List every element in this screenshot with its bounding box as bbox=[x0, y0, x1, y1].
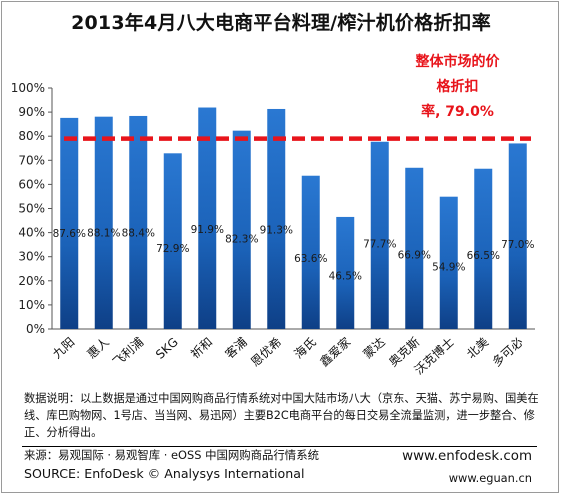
bars-group bbox=[60, 107, 527, 330]
y-tick-label: 50% bbox=[18, 202, 45, 216]
y-tick-label: 30% bbox=[18, 250, 45, 264]
bar-8 bbox=[301, 175, 320, 329]
bar-11 bbox=[405, 167, 424, 329]
bar-4 bbox=[163, 153, 182, 329]
y-tick-label: 90% bbox=[18, 105, 45, 119]
data-label-6: 82.3% bbox=[225, 234, 258, 246]
x-tick-label-10: 蒙达 bbox=[361, 335, 388, 361]
data-label-5: 91.9% bbox=[191, 224, 224, 236]
data-label-11: 66.9% bbox=[398, 249, 431, 261]
bar-5 bbox=[198, 107, 217, 329]
y-tick-label: 80% bbox=[18, 129, 45, 143]
annotation-line-2: 格折扣 bbox=[436, 79, 479, 95]
bar-6 bbox=[232, 130, 251, 329]
bar-7 bbox=[267, 108, 286, 329]
x-tick-label-1: 九阳 bbox=[50, 335, 77, 361]
data-note: 数据说明：以上数据是通过中国网购商品行情系统对中国大陆市场八大（京东、天猫、苏宁… bbox=[24, 392, 539, 439]
x-tick-label-2: 惠人 bbox=[85, 335, 112, 361]
bar-3 bbox=[129, 115, 148, 330]
x-tick-label-7: 恩优希 bbox=[247, 334, 284, 369]
x-tick-label-4: SKG bbox=[153, 335, 181, 362]
eguan-url[interactable]: www.eguan.cn bbox=[448, 471, 532, 485]
data-label-8: 63.6% bbox=[294, 253, 327, 265]
divider bbox=[22, 446, 537, 447]
bar-14 bbox=[508, 143, 527, 329]
y-tick-label: 70% bbox=[18, 153, 45, 167]
y-tick-label: 100% bbox=[11, 81, 45, 95]
source-en: SOURCE: EnfoDesk © Analysys Internationa… bbox=[24, 466, 305, 481]
axes-group: 0% 10% 20% 30% 40% 50% 60% 70% 80% 90% 100% bbox=[11, 81, 535, 336]
x-tick-label-8: 海氏 bbox=[291, 334, 319, 361]
bar-1 bbox=[60, 117, 79, 329]
data-label-3: 88.4% bbox=[122, 227, 155, 239]
chart-title: 2013年4月八大电商平台料理/榨汁机价格折扣率 bbox=[71, 12, 491, 34]
source-cn: 来源：易观国际 · 易观智库 · eOSS 中国网购商品行情系统 bbox=[24, 448, 319, 462]
data-label-1: 87.6% bbox=[53, 228, 86, 240]
y-tick-label: 40% bbox=[18, 226, 45, 240]
reference-annotation: 整体市场的价 格折扣 率, 79.0% bbox=[395, 50, 520, 125]
annotation-line-1: 整体市场的价 bbox=[415, 54, 500, 70]
x-tick-label-5: 祈和 bbox=[188, 335, 215, 361]
bar-12 bbox=[439, 196, 458, 329]
y-tick-label: 10% bbox=[18, 298, 45, 312]
data-label-10: 77.7% bbox=[363, 238, 396, 250]
x-tick-label-14: 多可必 bbox=[490, 335, 526, 370]
bar-9 bbox=[336, 216, 355, 329]
bar-10 bbox=[370, 141, 389, 329]
data-label-2: 88.1% bbox=[87, 228, 120, 240]
x-tick-label-9: 鑫爱家 bbox=[316, 334, 353, 369]
bar-13 bbox=[474, 168, 493, 329]
x-tick-label-3: 飞利浦 bbox=[110, 335, 146, 370]
data-label-14: 77.0% bbox=[501, 239, 534, 251]
data-label-12: 54.9% bbox=[432, 262, 465, 274]
bar-2 bbox=[94, 116, 113, 329]
x-tick-label-6: 客浦 bbox=[222, 334, 250, 361]
enfodesk-url[interactable]: www.enfodesk.com bbox=[402, 449, 532, 464]
x-tick-label-13: 北美 bbox=[464, 335, 491, 361]
data-labels-group: 87.6% 88.1% 88.4%72.9%91.9%82.3%91.3% 63.6%… bbox=[53, 224, 535, 283]
data-label-4: 72.9% bbox=[156, 243, 189, 255]
data-label-9: 46.5% bbox=[329, 270, 362, 282]
data-label-13: 66.5% bbox=[467, 250, 500, 262]
data-label-7: 91.3% bbox=[260, 224, 293, 236]
y-tick-label: 0% bbox=[26, 322, 45, 336]
y-tick-label: 20% bbox=[18, 274, 45, 288]
y-tick-label: 60% bbox=[18, 177, 45, 191]
annotation-line-3: 率, 79.0% bbox=[421, 104, 494, 120]
